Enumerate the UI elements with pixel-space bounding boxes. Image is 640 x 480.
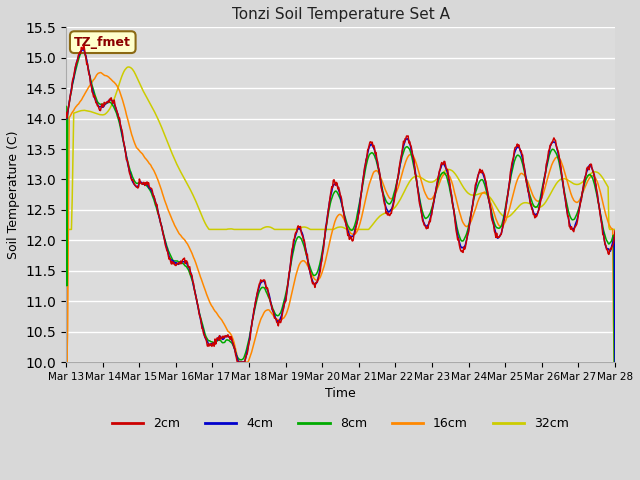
8cm (611, 359, 619, 365)
16cm (130, 139, 138, 144)
32cm (215, 227, 223, 232)
8cm (408, 155, 416, 160)
16cm (62, 122, 70, 128)
8cm (79, 48, 87, 53)
16cm (215, 313, 223, 319)
Text: TZ_fmet: TZ_fmet (74, 36, 131, 48)
X-axis label: Time: Time (325, 387, 356, 400)
4cm (129, 180, 137, 186)
16cm (611, 359, 619, 365)
8cm (424, 214, 432, 220)
16cm (97, 70, 104, 75)
Legend: 2cm, 4cm, 8cm, 16cm, 32cm: 2cm, 4cm, 8cm, 16cm, 32cm (107, 412, 574, 435)
8cm (185, 268, 193, 274)
32cm (611, 227, 619, 232)
2cm (235, 359, 243, 365)
Line: 4cm: 4cm (66, 50, 615, 362)
2cm (62, 109, 70, 115)
4cm (409, 153, 417, 159)
8cm (214, 337, 222, 343)
32cm (125, 64, 132, 70)
32cm (186, 186, 194, 192)
8cm (62, 104, 70, 109)
Line: 16cm: 16cm (66, 72, 615, 362)
32cm (63, 227, 70, 232)
2cm (129, 178, 137, 184)
2cm (611, 228, 619, 234)
Line: 2cm: 2cm (66, 45, 615, 362)
4cm (72, 62, 80, 68)
4cm (611, 359, 619, 365)
4cm (62, 109, 70, 115)
2cm (72, 62, 80, 68)
2cm (409, 152, 417, 158)
Line: 8cm: 8cm (66, 50, 615, 362)
16cm (425, 196, 433, 202)
2cm (80, 42, 88, 48)
4cm (214, 336, 222, 341)
4cm (425, 221, 433, 227)
4cm (235, 359, 243, 365)
8cm (72, 66, 80, 72)
4cm (185, 265, 193, 271)
8cm (129, 176, 137, 181)
2cm (425, 221, 433, 227)
32cm (62, 122, 70, 128)
32cm (73, 109, 81, 115)
Title: Tonzi Soil Temperature Set A: Tonzi Soil Temperature Set A (232, 7, 449, 22)
2cm (185, 264, 193, 270)
32cm (409, 175, 417, 181)
16cm (186, 246, 194, 252)
Line: 32cm: 32cm (66, 67, 615, 229)
16cm (63, 359, 70, 365)
32cm (425, 179, 433, 185)
16cm (409, 153, 417, 158)
8cm (611, 359, 618, 365)
16cm (73, 103, 81, 108)
2cm (214, 336, 222, 341)
32cm (130, 69, 138, 74)
Y-axis label: Soil Temperature (C): Soil Temperature (C) (7, 131, 20, 259)
4cm (80, 47, 88, 53)
